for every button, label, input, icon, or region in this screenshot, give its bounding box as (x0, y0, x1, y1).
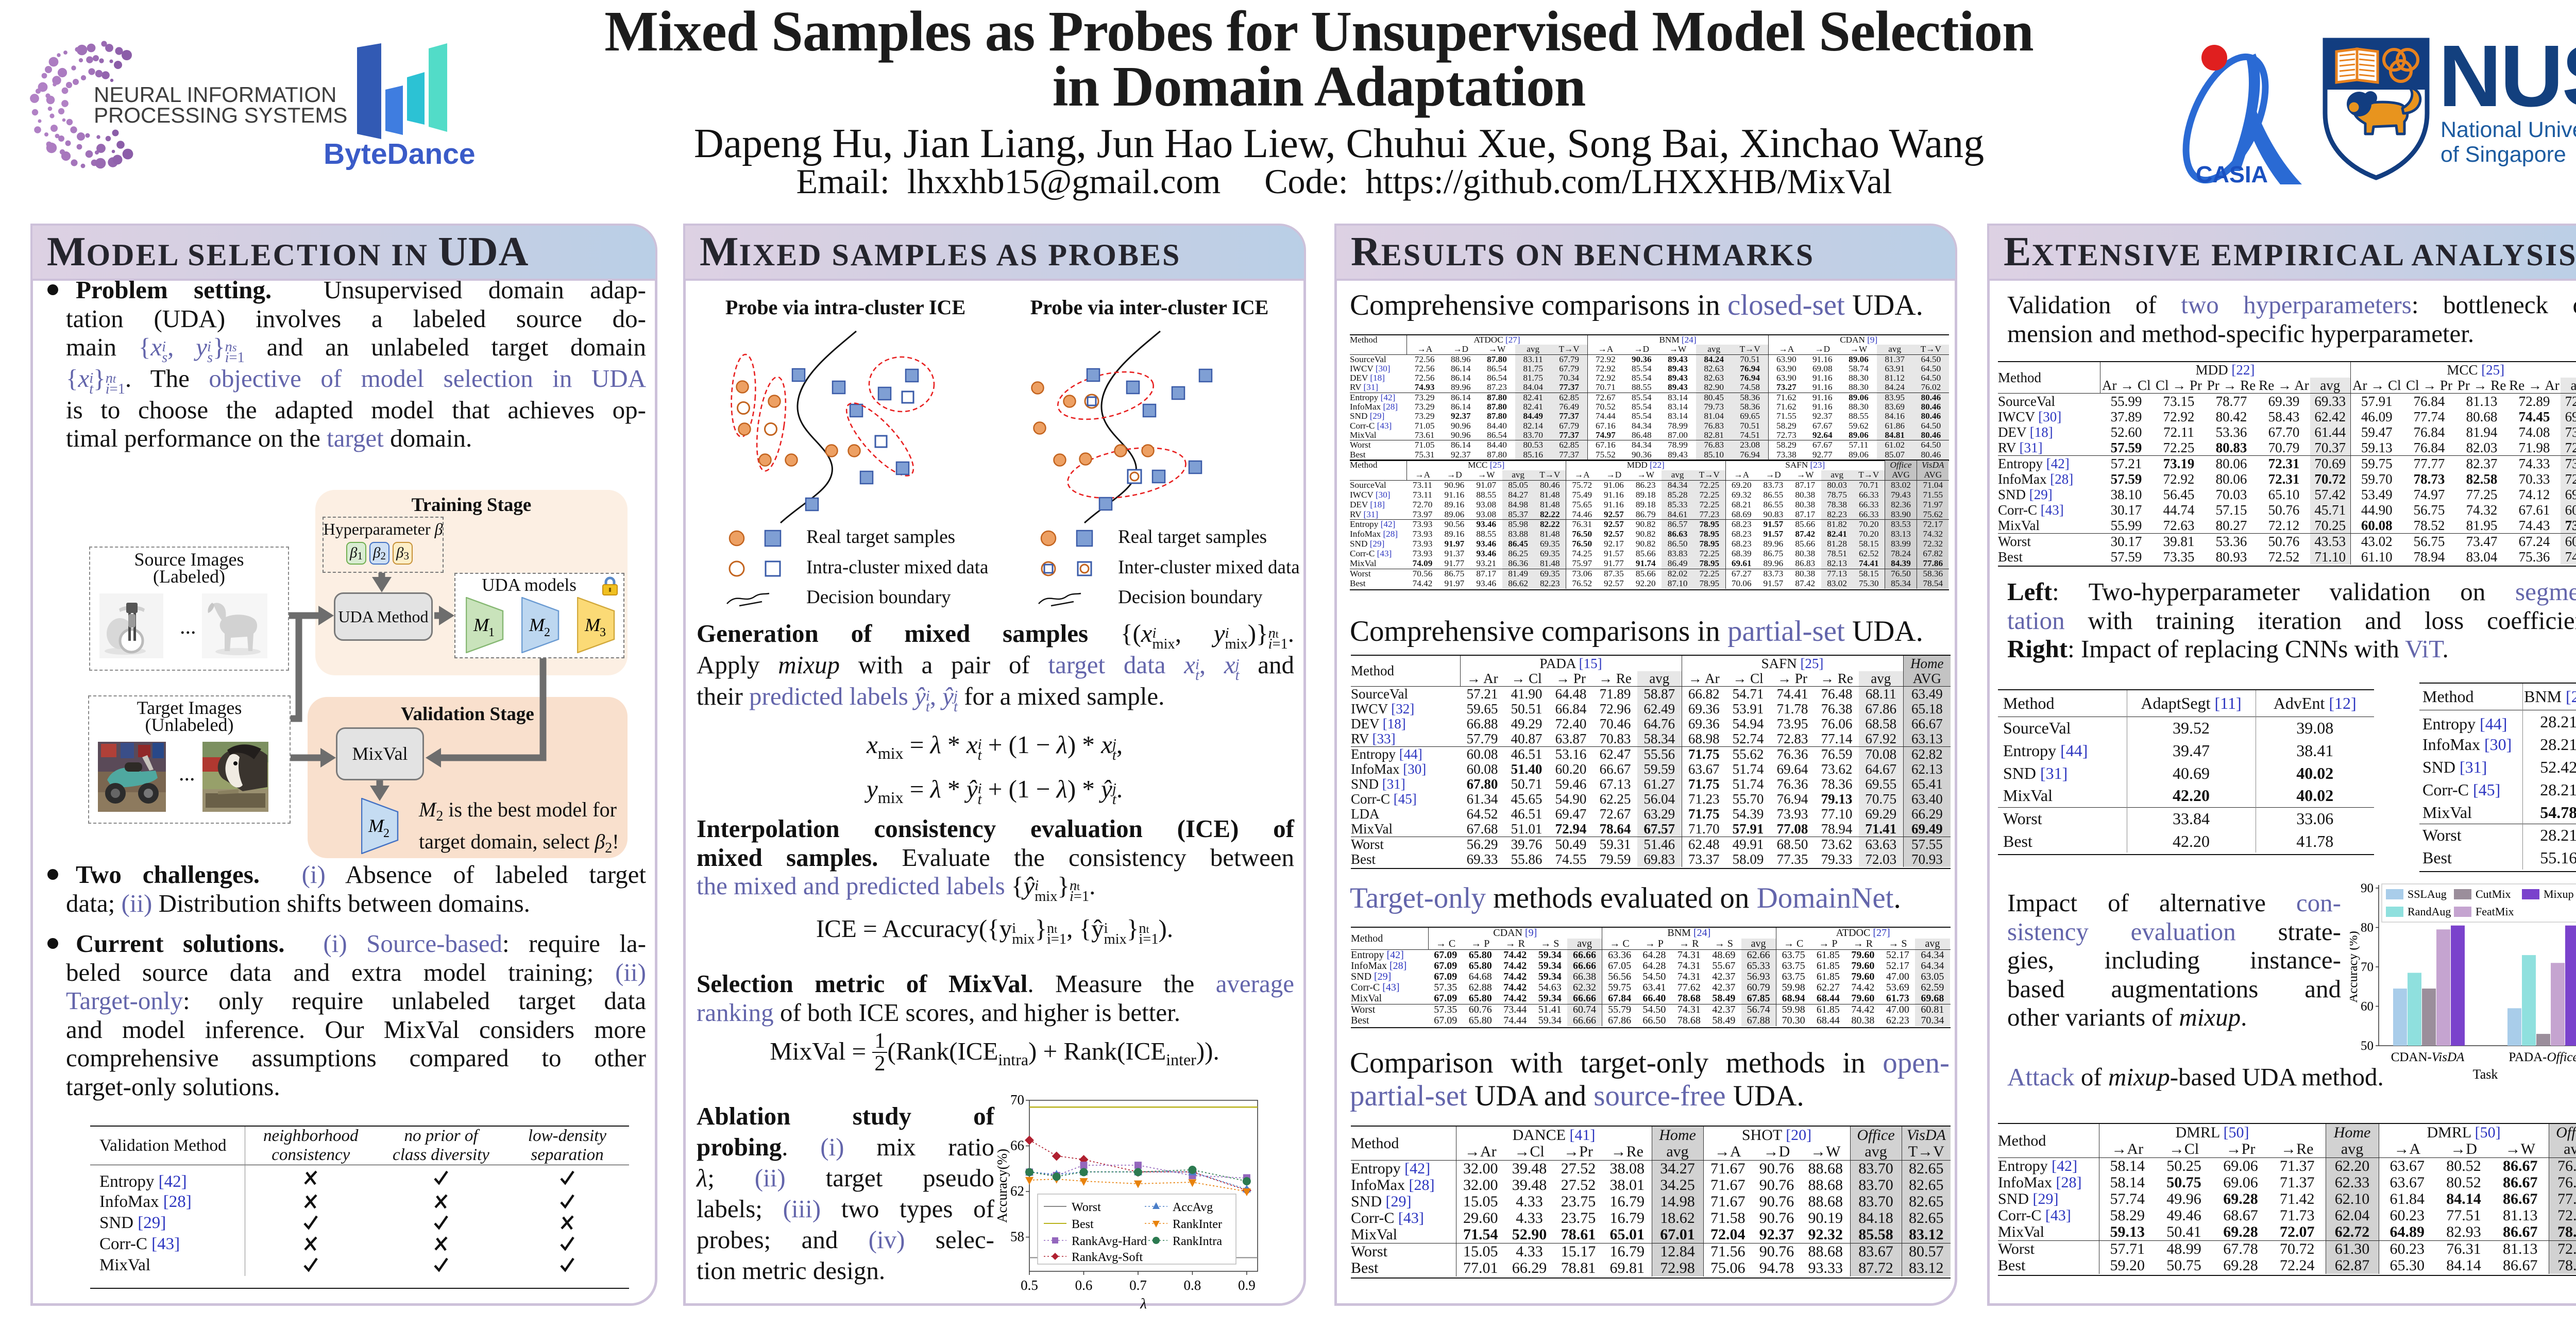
svg-text:Accuracy (%): Accuracy (%) (2350, 931, 2360, 1003)
svg-text:Task: Task (2473, 1067, 2498, 1082)
svg-text:2: 2 (544, 626, 550, 639)
svg-text:Best: Best (1072, 1218, 1094, 1231)
svg-text:M: M (584, 615, 601, 635)
svg-text:FeatMix: FeatMix (2476, 905, 2514, 918)
svg-text:AccAvg: AccAvg (1173, 1201, 1213, 1214)
svg-text:3: 3 (600, 626, 606, 639)
svg-text:PADA-Office: PADA-Office (2509, 1050, 2576, 1064)
svg-text:SSLAug: SSLAug (2408, 888, 2447, 900)
svg-text:RankAvg-Soft: RankAvg-Soft (1072, 1251, 1143, 1264)
svg-text:Mixup: Mixup (2544, 888, 2574, 900)
svg-text:ByteDance: ByteDance (324, 138, 476, 171)
svg-text:0.8: 0.8 (1184, 1277, 1201, 1293)
svg-text:NUS: NUS (2438, 31, 2576, 125)
svg-text:62: 62 (1010, 1183, 1024, 1199)
svg-text:CASIA: CASIA (2196, 161, 2268, 188)
svg-text:60: 60 (2361, 1000, 2374, 1014)
svg-text:2: 2 (383, 827, 389, 840)
svg-text:λ: λ (1140, 1296, 1147, 1312)
svg-text:70: 70 (1010, 1092, 1024, 1108)
svg-text:80: 80 (2361, 921, 2374, 935)
svg-text:National University: National University (2441, 117, 2576, 142)
svg-text:66: 66 (1010, 1138, 1024, 1153)
svg-text:58: 58 (1010, 1229, 1024, 1245)
svg-text:Accuracy(%): Accuracy(%) (997, 1149, 1010, 1223)
svg-text:0.6: 0.6 (1075, 1277, 1093, 1293)
svg-text:of Singapore: of Singapore (2441, 142, 2566, 167)
svg-text:RandAug: RandAug (2408, 905, 2451, 918)
svg-text:RankIntra: RankIntra (1173, 1235, 1222, 1248)
svg-text:50: 50 (2361, 1039, 2374, 1053)
svg-text:1: 1 (488, 626, 495, 639)
svg-text:90: 90 (2361, 881, 2374, 895)
svg-text:70: 70 (2361, 960, 2374, 974)
svg-text:RankInter: RankInter (1173, 1218, 1222, 1231)
svg-text:RankAvg-Hard: RankAvg-Hard (1072, 1235, 1147, 1248)
svg-text:M: M (473, 615, 490, 635)
svg-text:M: M (368, 815, 385, 836)
svg-text:0.9: 0.9 (1238, 1277, 1256, 1293)
svg-text:0.5: 0.5 (1021, 1277, 1038, 1293)
svg-text:0.7: 0.7 (1129, 1277, 1147, 1293)
svg-text:M: M (529, 615, 546, 635)
svg-text:Worst: Worst (1072, 1201, 1101, 1214)
svg-text:CutMix: CutMix (2476, 888, 2511, 900)
svg-text:CDAN-VisDA: CDAN-VisDA (2391, 1050, 2465, 1064)
